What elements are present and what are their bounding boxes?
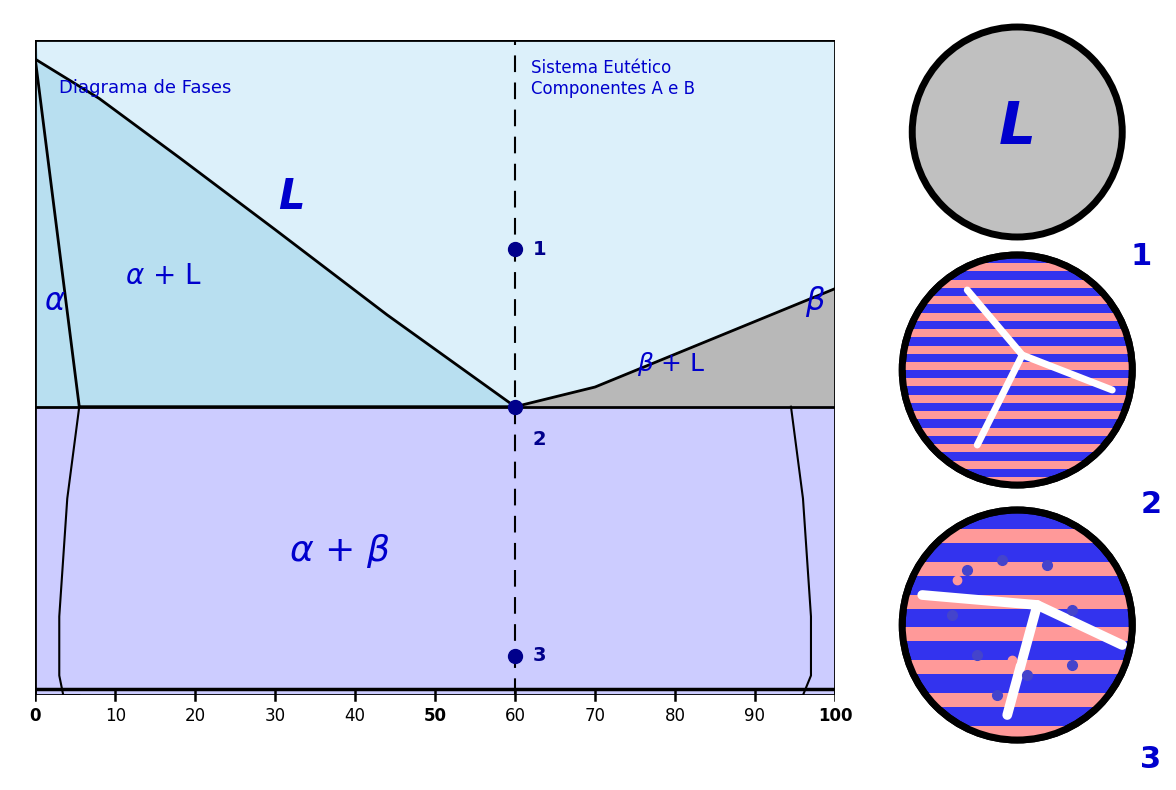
Text: 10: 10 (105, 707, 126, 725)
Text: 2: 2 (1141, 490, 1162, 519)
Bar (902, 477, 1132, 485)
Text: $\beta$ + L: $\beta$ + L (636, 350, 706, 378)
Text: 3: 3 (533, 646, 546, 665)
Bar (902, 444, 1132, 452)
Text: 3: 3 (1141, 745, 1162, 774)
Bar (902, 395, 1132, 403)
Text: 20: 20 (185, 707, 206, 725)
Polygon shape (35, 40, 79, 407)
Bar (902, 345, 1132, 354)
Polygon shape (35, 407, 79, 695)
Text: Diagrama de Fases: Diagrama de Fases (59, 79, 232, 97)
Text: $\alpha$ + $\beta$: $\alpha$ + $\beta$ (288, 532, 389, 570)
Bar (902, 562, 1132, 576)
Bar (902, 427, 1132, 436)
Text: 0: 0 (29, 707, 41, 725)
Bar (902, 296, 1132, 304)
Text: 40: 40 (345, 707, 366, 725)
Text: $\alpha$: $\alpha$ (45, 288, 66, 316)
Polygon shape (791, 407, 835, 695)
Polygon shape (59, 407, 811, 695)
Bar (902, 280, 1132, 288)
Text: L: L (278, 176, 305, 218)
Text: 30: 30 (265, 707, 286, 725)
Bar (902, 627, 1132, 641)
Text: 2: 2 (533, 430, 547, 449)
Bar (902, 329, 1132, 337)
Text: $\beta$: $\beta$ (804, 284, 826, 319)
Polygon shape (515, 288, 835, 407)
Text: 70: 70 (584, 707, 606, 725)
Circle shape (902, 255, 1132, 485)
Bar (902, 595, 1132, 608)
Text: 90: 90 (744, 707, 766, 725)
Bar (902, 313, 1132, 321)
Bar (902, 660, 1132, 675)
Bar (902, 412, 1132, 419)
Bar (902, 529, 1132, 543)
Text: 1: 1 (1130, 242, 1151, 271)
Polygon shape (35, 59, 515, 407)
Text: 80: 80 (664, 707, 686, 725)
Text: 50: 50 (423, 707, 447, 725)
Polygon shape (35, 40, 835, 407)
Text: 100: 100 (817, 707, 853, 725)
Circle shape (902, 510, 1132, 740)
Text: L: L (998, 99, 1036, 156)
Bar (902, 726, 1132, 740)
Bar (902, 362, 1132, 370)
Text: 1: 1 (533, 240, 547, 259)
Bar (902, 378, 1132, 386)
Text: Sistema Eutético
Componentes A e B: Sistema Eutético Componentes A e B (532, 59, 695, 98)
Bar (902, 263, 1132, 272)
Text: $\alpha$ + L: $\alpha$ + L (125, 261, 201, 290)
Bar (902, 461, 1132, 468)
Text: 60: 60 (505, 707, 526, 725)
Circle shape (913, 27, 1122, 237)
Bar (902, 693, 1132, 707)
